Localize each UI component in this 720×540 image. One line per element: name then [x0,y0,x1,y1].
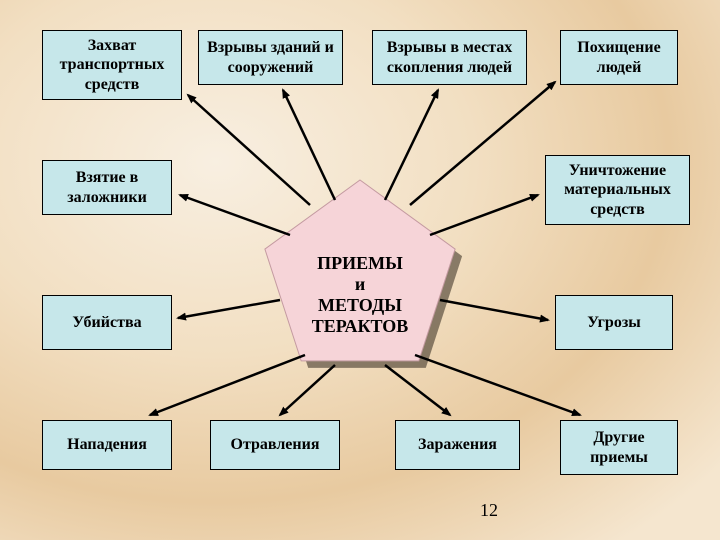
node-label: Нападения [67,435,147,454]
center-node-text: ПРИЕМЫиМЕТОДЫТЕРАКТОВ [312,253,409,337]
node-n11: Заражения [395,420,520,470]
node-label: Убийства [72,313,141,332]
center-node: ПРИЕМЫиМЕТОДЫТЕРАКТОВ [260,225,460,365]
node-n2: Взрывы зданий и сооружений [198,30,343,85]
arrow-n10 [280,365,335,415]
arrow-n4 [410,82,555,205]
node-label: Взрывы зданий и сооружений [205,38,336,76]
node-label: Заражения [418,435,497,454]
node-n1: Захват транспортных средств [42,30,182,100]
arrow-n11 [385,365,450,415]
node-n12: Другие приемы [560,420,678,475]
node-label: Взрывы в местах скопления людей [379,38,520,76]
node-label: Взятие в заложники [49,168,165,206]
node-label: Захват транспортных средств [49,36,175,94]
node-label: Уничтожение материальных средств [552,161,683,219]
node-n5: Взятие в заложники [42,160,172,215]
node-label: Отравления [231,435,320,454]
page-number: 12 [480,500,498,521]
node-n6: Уничтожение материальных средств [545,155,690,225]
node-label: Похищение людей [567,38,671,76]
arrow-n1 [188,95,310,205]
arrow-n2 [283,90,335,200]
arrow-n3 [385,90,438,200]
node-label: Другие приемы [567,428,671,466]
diagram-canvas: Захват транспортных средств Взрывы зданий… [0,0,720,540]
node-n4: Похищение людей [560,30,678,85]
node-n10: Отравления [210,420,340,470]
node-n9: Нападения [42,420,172,470]
node-n8: Угрозы [555,295,673,350]
node-n7: Убийства [42,295,172,350]
node-label: Угрозы [587,313,641,332]
node-n3: Взрывы в местах скопления людей [372,30,527,85]
